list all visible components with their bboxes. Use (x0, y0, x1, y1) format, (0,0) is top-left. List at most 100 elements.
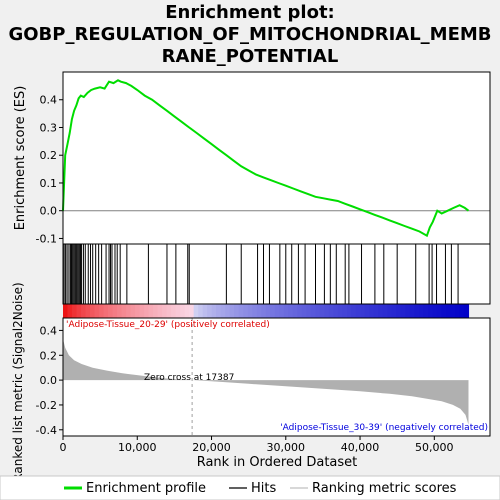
x-tick-label: 40,000 (341, 441, 380, 454)
color-bar-segment (207, 304, 213, 318)
hits-panel (63, 244, 459, 304)
color-bar-segment (198, 304, 204, 318)
metric-y-tick-label: 0.2 (40, 349, 58, 362)
color-bar-segment (450, 304, 456, 318)
color-bar-segment (454, 304, 461, 318)
color-bar-segment (306, 304, 312, 318)
color-bar-segment (409, 304, 416, 318)
color-bar-segment (121, 304, 127, 318)
color-bar-segment (193, 304, 199, 318)
color-bar-segment (337, 304, 343, 318)
color-bar-segment (315, 304, 321, 318)
metric-y-tick-label: -0.4 (36, 424, 57, 437)
es-y-axis-label: Enrichment score (ES) (13, 86, 28, 231)
legend: Enrichment profile Hits Ranking metric s… (0, 475, 500, 500)
x-tick-label: 0 (60, 441, 67, 454)
chart-title-line-3: RANE_POTENTIAL (162, 46, 339, 67)
color-bar-segment (243, 304, 249, 318)
color-bar-segment (184, 304, 190, 318)
color-bar-segment (328, 304, 334, 318)
color-bar-segment (463, 304, 470, 318)
color-bar-segment (112, 304, 118, 318)
color-bar-segment (414, 304, 420, 318)
color-bar-segment (400, 304, 406, 318)
es-y-tick-label: 0.4 (40, 94, 58, 107)
color-bar-segment (148, 304, 154, 318)
color-bar-segment (162, 304, 168, 318)
color-bar-segment (279, 304, 285, 318)
color-bar-segment (382, 304, 388, 318)
color-bar-segment (211, 304, 217, 318)
color-bar-segment (139, 304, 145, 318)
color-bar-segment (166, 304, 172, 318)
color-bar-segment (324, 304, 330, 318)
color-bar-segment (153, 304, 159, 318)
x-tick-label: 10,000 (118, 441, 157, 454)
color-bar-segment (274, 304, 280, 318)
color-bar-segment (346, 304, 352, 318)
color-bar-segment (423, 304, 429, 318)
color-bar-segment (180, 304, 186, 318)
color-bar-segment (297, 304, 303, 318)
color-bar-segment (387, 304, 393, 318)
x-tick-label: 50,000 (415, 441, 454, 454)
color-bar-segment (261, 304, 267, 318)
color-bar-segment (364, 304, 370, 318)
chart-title-line-1: Enrichment plot: (165, 2, 335, 23)
es-panel-background (63, 72, 490, 244)
color-bar-segment (72, 304, 78, 318)
color-bar-segment (108, 304, 114, 318)
metric-y-tick-label: 0.4 (40, 324, 58, 337)
color-bar-segment (117, 304, 123, 318)
color-bar-segment (229, 304, 235, 318)
color-bar-segment (405, 304, 411, 318)
color-bar-segment (234, 304, 240, 318)
color-bar-segment (310, 304, 316, 318)
legend-label-ranking: Ranking metric scores (312, 481, 457, 496)
color-bar-segment (342, 304, 348, 318)
color-bar-segment (369, 304, 375, 318)
color-bar-segment (459, 304, 465, 318)
color-bar-segment (288, 304, 294, 318)
color-bar-segment (373, 304, 379, 318)
es-panel: 0.4 0.3 0.2 0.1 0.0 -0.1 (36, 79, 490, 245)
metric-panel: 0.4 0.2 0.0 -0.2 -0.4 (36, 318, 469, 437)
es-y-tick-label: 0.3 (40, 121, 58, 134)
x-axis: 0 10,000 20,000 30,000 40,000 50,000 (60, 436, 454, 454)
color-bar-segment (360, 304, 366, 318)
color-bar-segment (76, 304, 82, 318)
color-bar-segment (427, 304, 434, 318)
color-bar-segment (126, 304, 132, 318)
color-bar-segment (270, 304, 276, 318)
chart-title-line-2: GOBP_REGULATION_OF_MITOCHONDRIAL_MEMB (8, 24, 491, 45)
color-bar-segment (301, 304, 307, 318)
color-bar-segment (175, 304, 181, 318)
negative-correlation-label: 'Adipose-Tissue_30-39' (negatively corre… (280, 423, 488, 433)
es-y-tick-label: 0.1 (40, 177, 58, 190)
es-y-tick-label: 0.2 (40, 149, 58, 162)
color-bar-segment (391, 304, 397, 318)
color-bar-segment (333, 304, 339, 318)
hits-panel-frame (62, 243, 491, 305)
color-bar-segment (247, 304, 253, 318)
color-bar-segment (351, 304, 357, 318)
color-bar-segment (396, 304, 402, 318)
color-bar-segment (355, 304, 361, 318)
color-bar-segment (99, 304, 105, 318)
color-bar-segment (63, 304, 69, 318)
color-bar-segment (202, 304, 208, 318)
legend-label-enrichment: Enrichment profile (86, 481, 206, 496)
ranking-metric-area (63, 339, 469, 425)
color-bar-segment (252, 304, 258, 318)
enrichment-profile-line (62, 79, 470, 238)
color-bar-segment (436, 304, 443, 318)
color-bar-segment (189, 304, 195, 318)
metric-y-axis-label: Ranked list metric (Signal2Noise) (11, 282, 25, 481)
positive-correlation-label: 'Adipose-Tissue_20-29' (positively corre… (66, 320, 270, 330)
color-bar-segment (432, 304, 438, 318)
color-bar-segment (135, 304, 141, 318)
color-bar-segment (171, 304, 177, 318)
es-y-tick-label: -0.1 (36, 232, 57, 245)
color-bar-segment (103, 304, 109, 318)
